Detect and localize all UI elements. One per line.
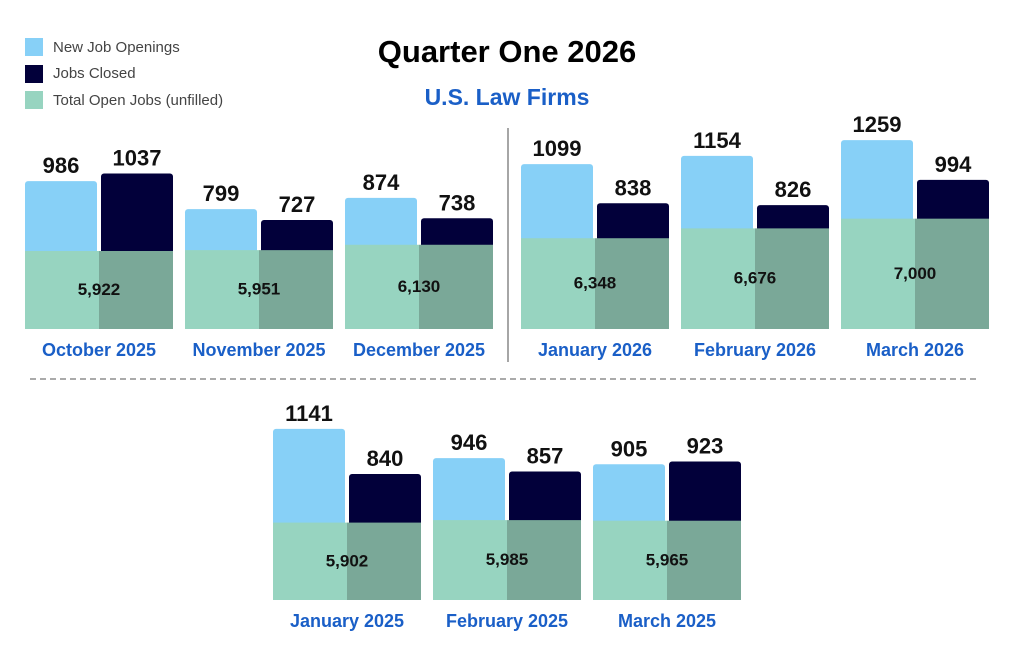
bar-total-open-overlap	[667, 520, 741, 600]
category-label: January 2025	[290, 611, 404, 631]
data-label-new-openings: 905	[611, 436, 648, 461]
data-label-new-openings: 1099	[533, 136, 582, 161]
bar-total-open-overlap	[507, 520, 581, 600]
data-label-jobs-closed: 840	[367, 446, 404, 471]
legend-label: Jobs Closed	[53, 65, 136, 83]
data-label-jobs-closed: 838	[615, 175, 652, 200]
legend-swatch	[25, 38, 43, 57]
data-label-new-openings: 799	[203, 181, 240, 206]
bar-total-open	[593, 520, 667, 600]
chart-title: Quarter One 2026	[377, 34, 637, 69]
legend-label: New Job Openings	[53, 38, 180, 56]
category-label: October 2025	[42, 340, 156, 360]
legend-swatch	[25, 64, 43, 83]
data-label-jobs-closed: 994	[935, 152, 972, 177]
bar-total-open	[433, 520, 507, 600]
data-label-new-openings: 1141	[285, 401, 333, 426]
data-label-new-openings: 874	[363, 170, 400, 195]
data-label-jobs-closed: 826	[775, 177, 812, 202]
bar-total-open-overlap	[755, 228, 829, 329]
bar-total-open-overlap	[915, 218, 989, 329]
data-label-total-open: 6,348	[574, 274, 617, 293]
legend-item-new-openings: New Job Openings	[25, 34, 223, 61]
data-label-total-open: 5,922	[78, 280, 121, 299]
bar-total-open	[25, 251, 99, 329]
bar-total-open	[521, 238, 595, 329]
category-label: March 2025	[618, 611, 716, 631]
legend: New Job Openings Jobs Closed Total Open …	[25, 34, 223, 114]
category-label: January 2026	[538, 340, 652, 360]
category-label: February 2026	[694, 340, 816, 360]
bar-total-open-overlap	[595, 238, 669, 329]
data-label-total-open: 5,951	[238, 280, 281, 299]
data-label-jobs-closed: 727	[279, 192, 316, 217]
legend-item-total-open: Total Open Jobs (unfilled)	[25, 87, 223, 114]
bar-total-open-overlap	[99, 251, 173, 329]
bar-total-open-overlap	[347, 522, 421, 600]
bar-total-open-overlap	[419, 244, 493, 329]
data-label-total-open: 5,985	[486, 550, 529, 569]
bar-total-open	[345, 244, 419, 329]
data-label-new-openings: 1259	[853, 112, 902, 137]
data-label-new-openings: 1154	[693, 128, 741, 153]
category-label: November 2025	[192, 340, 325, 360]
data-label-new-openings: 986	[43, 153, 80, 178]
data-label-jobs-closed: 857	[527, 443, 564, 468]
legend-item-jobs-closed: Jobs Closed	[25, 61, 223, 88]
bar-total-open	[841, 218, 915, 329]
data-label-total-open: 5,965	[646, 550, 689, 569]
legend-label: Total Open Jobs (unfilled)	[53, 91, 224, 109]
bar-total-open	[273, 522, 347, 600]
data-label-jobs-closed: 738	[439, 190, 476, 215]
chart-subtitle: U.S. Law Firms	[424, 84, 590, 110]
data-label-jobs-closed: 923	[687, 434, 724, 459]
data-label-total-open: 7,000	[894, 264, 937, 283]
category-label: February 2025	[446, 611, 568, 631]
data-label-jobs-closed: 1037	[113, 145, 162, 170]
data-label-total-open: 5,902	[326, 551, 369, 570]
bar-total-open-overlap	[259, 250, 333, 329]
data-label-new-openings: 946	[451, 430, 488, 455]
category-label: December 2025	[353, 340, 485, 360]
legend-swatch	[25, 91, 43, 110]
bar-total-open	[681, 228, 755, 329]
bar-total-open	[185, 250, 259, 329]
data-label-total-open: 6,130	[398, 277, 441, 296]
category-label: March 2026	[866, 340, 964, 360]
data-label-total-open: 6,676	[734, 269, 777, 288]
